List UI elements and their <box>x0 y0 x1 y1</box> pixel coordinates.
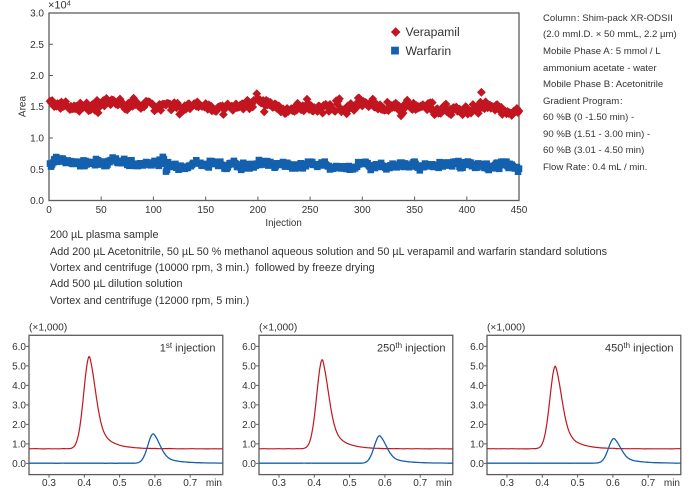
svg-text:0.5: 0.5 <box>571 478 585 488</box>
svg-text:1.0: 1.0 <box>30 134 44 145</box>
svg-text:2.5: 2.5 <box>30 40 44 51</box>
svg-text:0.0: 0.0 <box>470 459 484 470</box>
svg-text:5.0: 5.0 <box>470 361 484 372</box>
svg-text:400: 400 <box>458 205 475 216</box>
svg-text:6.0: 6.0 <box>470 342 484 353</box>
svg-text:Verapamil: Verapamil <box>406 25 460 39</box>
svg-text:1.0: 1.0 <box>12 439 26 450</box>
svg-text:min: min <box>664 478 680 488</box>
svg-text:0.0: 0.0 <box>30 196 44 207</box>
svg-text:min: min <box>436 478 452 488</box>
svg-text:0.5: 0.5 <box>113 478 127 488</box>
svg-text:4.0: 4.0 <box>470 381 484 392</box>
svg-text:50: 50 <box>96 205 108 216</box>
svg-text:100: 100 <box>145 205 162 216</box>
svg-text:1.0: 1.0 <box>242 439 256 450</box>
svg-text:250th injection: 250th injection <box>377 341 445 355</box>
svg-text:0.7: 0.7 <box>183 478 197 488</box>
svg-text:1.0: 1.0 <box>470 439 484 450</box>
svg-text:0.3: 0.3 <box>272 478 286 488</box>
svg-text:Injection: Injection <box>265 218 302 229</box>
svg-text:1st injection: 1st injection <box>160 341 216 355</box>
svg-text:1.5: 1.5 <box>30 102 44 113</box>
svg-text:5.0: 5.0 <box>12 361 26 372</box>
svg-text:2.0: 2.0 <box>12 420 26 431</box>
svg-text:6.0: 6.0 <box>242 342 256 353</box>
svg-text:150: 150 <box>197 205 214 216</box>
svg-text:0.7: 0.7 <box>641 478 655 488</box>
svg-text:0.4: 0.4 <box>77 478 91 488</box>
svg-text:4.0: 4.0 <box>12 381 26 392</box>
svg-text:Area: Area <box>18 96 29 118</box>
svg-text:200: 200 <box>250 205 267 216</box>
svg-text:0.5: 0.5 <box>30 165 44 176</box>
svg-text:0.0: 0.0 <box>242 459 256 470</box>
svg-text:0.3: 0.3 <box>500 478 514 488</box>
svg-text:2.0: 2.0 <box>30 71 44 82</box>
svg-text:3.0: 3.0 <box>470 400 484 411</box>
svg-text:0.3: 0.3 <box>42 478 56 488</box>
svg-text:0.4: 0.4 <box>307 478 321 488</box>
svg-text:(×1,000): (×1,000) <box>487 323 525 334</box>
svg-text:300: 300 <box>354 205 371 216</box>
svg-text:3.0: 3.0 <box>30 9 44 20</box>
svg-text:min: min <box>206 478 222 488</box>
svg-text:0.5: 0.5 <box>343 478 357 488</box>
svg-text:2.0: 2.0 <box>242 420 256 431</box>
svg-text:5.0: 5.0 <box>242 361 256 372</box>
svg-text:450: 450 <box>511 205 528 216</box>
svg-text:3.0: 3.0 <box>242 400 256 411</box>
svg-text:(×1,000): (×1,000) <box>259 323 297 334</box>
svg-text:2.0: 2.0 <box>470 420 484 431</box>
svg-text:450th injection: 450th injection <box>605 341 673 355</box>
svg-text:6.0: 6.0 <box>12 342 26 353</box>
svg-text:0.7: 0.7 <box>413 478 427 488</box>
svg-text:Warfarin: Warfarin <box>406 44 452 58</box>
svg-text:0.0: 0.0 <box>12 459 26 470</box>
svg-text:(×1,000): (×1,000) <box>29 323 67 334</box>
svg-text:250: 250 <box>302 205 319 216</box>
svg-text:0: 0 <box>46 205 52 216</box>
svg-text:0.6: 0.6 <box>148 478 162 488</box>
svg-text:3.0: 3.0 <box>12 400 26 411</box>
svg-text:×104: ×104 <box>48 0 71 12</box>
svg-text:4.0: 4.0 <box>242 381 256 392</box>
svg-text:0.6: 0.6 <box>606 478 620 488</box>
svg-text:350: 350 <box>406 205 423 216</box>
svg-text:0.6: 0.6 <box>378 478 392 488</box>
svg-text:0.4: 0.4 <box>535 478 549 488</box>
